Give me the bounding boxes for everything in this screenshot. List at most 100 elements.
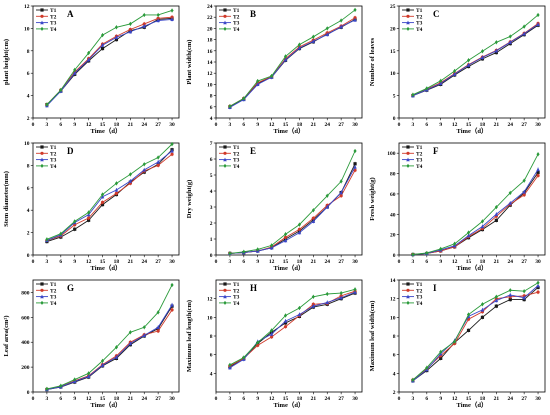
data-point	[522, 31, 526, 36]
data-point	[170, 17, 174, 22]
y-tick-label: 22	[207, 15, 213, 21]
x-tick-label: 12	[86, 122, 92, 128]
legend-marker	[406, 26, 410, 31]
data-point	[114, 25, 119, 30]
x-axis-title: Time（d）	[274, 127, 305, 135]
data-point	[59, 88, 63, 92]
y-tick-label: 18	[207, 38, 213, 44]
x-tick-label: 24	[141, 396, 147, 402]
series-t1	[45, 304, 174, 392]
legend-label: T2	[50, 151, 57, 157]
x-tick-label: 6	[59, 259, 62, 265]
data-point	[297, 312, 302, 317]
data-point	[100, 192, 105, 197]
y-tick-label: 6	[210, 157, 213, 163]
legend-marker	[40, 26, 44, 31]
x-tick-label: 30	[352, 396, 358, 402]
y-tick-label: 4	[210, 189, 213, 195]
data-point	[283, 319, 288, 323]
x-tick-label: 6	[242, 122, 245, 128]
data-point	[86, 374, 91, 379]
x-tick-label: 12	[269, 259, 275, 265]
data-point	[494, 218, 498, 222]
data-point	[466, 328, 471, 332]
x-tick-label: 15	[466, 396, 472, 402]
data-point	[536, 170, 540, 175]
data-point	[353, 165, 357, 169]
data-point	[508, 201, 513, 205]
y-tick-label: 2	[27, 231, 30, 237]
data-point	[100, 200, 105, 204]
legend-label: T1	[416, 282, 423, 288]
y-tick-label: 60	[390, 192, 396, 198]
x-tick-label: 21	[311, 259, 317, 265]
legend-marker	[223, 282, 227, 286]
data-point	[353, 7, 357, 12]
data-point	[114, 181, 119, 186]
chart-panel-g: 0 3 6 9 12 15 18 21 24 27 30 0 200 400 600 800 Time（d） Le…	[3, 279, 180, 409]
x-tick-label: 3	[46, 259, 49, 265]
y-tick-label: 2	[27, 116, 30, 122]
data-point	[114, 191, 119, 195]
data-point	[73, 219, 77, 224]
data-point	[228, 365, 232, 370]
data-point	[353, 18, 357, 22]
data-point	[508, 34, 512, 39]
data-point	[156, 310, 160, 315]
series-line	[412, 175, 539, 255]
data-point	[339, 24, 343, 29]
y-axis-title: Maximum leaf length(cm)	[186, 300, 193, 372]
y-tick-label: 10	[24, 141, 30, 147]
data-point	[536, 280, 540, 285]
series-line	[412, 24, 539, 97]
data-point	[128, 341, 133, 346]
x-axis-title: Time（d）	[91, 401, 122, 409]
data-point	[536, 290, 540, 294]
legend-label: T4	[50, 301, 57, 307]
series-line	[46, 16, 173, 105]
y-tick-label: 8	[210, 94, 213, 100]
data-point	[87, 371, 91, 376]
y-tick-label: 1	[210, 237, 213, 243]
series-t1	[228, 291, 357, 369]
y-tick-label: 6	[210, 353, 213, 359]
legend-label: T1	[233, 145, 240, 151]
data-point	[311, 219, 316, 223]
x-tick-label: 9	[256, 122, 259, 128]
y-tick-label: 6	[27, 186, 30, 192]
data-point	[311, 294, 315, 299]
data-point	[480, 55, 485, 60]
x-tick-label: 6	[59, 122, 62, 128]
series-line	[229, 292, 356, 368]
data-point	[128, 330, 132, 335]
y-tick-label: 12	[207, 71, 213, 77]
data-point	[453, 241, 457, 246]
data-point	[114, 35, 119, 39]
x-tick-label: 27	[521, 396, 527, 402]
series-t4	[228, 148, 357, 256]
data-point	[45, 386, 49, 391]
y-tick-label: 6	[210, 105, 213, 111]
data-point	[142, 325, 146, 330]
data-point	[156, 329, 160, 333]
x-tick-label: 18	[114, 122, 120, 128]
legend-marker	[40, 151, 44, 155]
legend-label: T1	[50, 8, 57, 14]
plot-frame	[32, 279, 180, 393]
x-tick-label: 24	[324, 122, 330, 128]
data-point	[494, 298, 499, 303]
legend-marker	[40, 282, 44, 286]
legend-label: T2	[233, 14, 240, 20]
y-tick-label: 0	[27, 390, 30, 396]
data-point	[128, 179, 133, 183]
y-tick-label: 16	[207, 49, 213, 55]
y-tick-label: 20	[207, 26, 213, 32]
data-point	[311, 304, 316, 308]
x-tick-label: 24	[507, 396, 513, 402]
data-point	[86, 57, 91, 62]
x-tick-label: 18	[114, 396, 120, 402]
legend-label: T2	[50, 288, 57, 294]
